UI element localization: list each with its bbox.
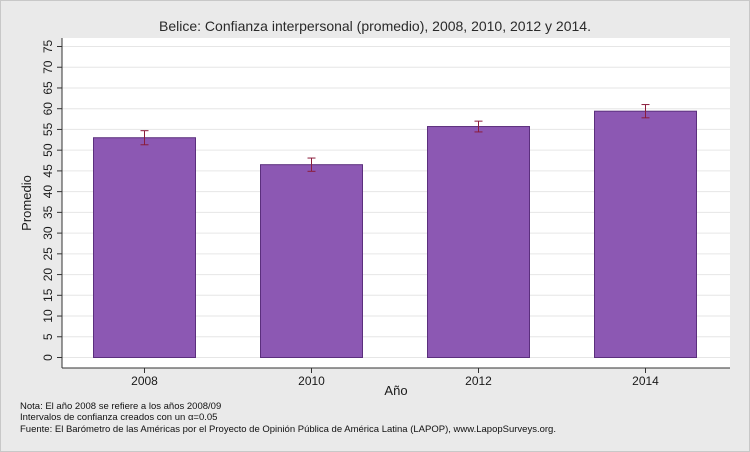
y-tick-label: 65 bbox=[41, 81, 55, 95]
footnote-line: Fuente: El Barómetro de las Américas por… bbox=[20, 423, 556, 435]
y-tick-label: 40 bbox=[41, 185, 55, 199]
y-tick-label: 50 bbox=[41, 143, 55, 157]
y-tick-label: 70 bbox=[41, 60, 55, 74]
y-tick-label: 55 bbox=[41, 122, 55, 136]
y-tick-label: 25 bbox=[41, 247, 55, 261]
bars bbox=[93, 110, 697, 358]
y-tick-label: 75 bbox=[41, 40, 55, 54]
y-tick-label: 45 bbox=[41, 164, 55, 178]
chart-title: Belice: Confianza interpersonal (promedi… bbox=[159, 18, 591, 34]
bar bbox=[427, 126, 530, 358]
x-axis: 2008 2010 2012 2014 bbox=[62, 367, 730, 388]
footnote-line: Nota: El año 2008 se refiere a los años … bbox=[20, 401, 222, 412]
x-tick-label: 2014 bbox=[632, 374, 659, 388]
y-tick-label: 30 bbox=[41, 226, 55, 240]
y-tick-label: 20 bbox=[41, 268, 55, 282]
y-tick-label: 35 bbox=[41, 205, 55, 219]
bar bbox=[594, 110, 697, 358]
y-tick-label: 10 bbox=[41, 309, 55, 323]
x-tick-label: 2008 bbox=[131, 374, 158, 388]
y-tick-label: 15 bbox=[41, 288, 55, 302]
x-axis-label: Año bbox=[384, 383, 407, 398]
y-tick-label: 60 bbox=[41, 102, 55, 116]
bar bbox=[93, 137, 196, 358]
y-tick-label: 5 bbox=[41, 333, 55, 340]
y-tick-label: 0 bbox=[41, 354, 55, 361]
x-tick-label: 2012 bbox=[465, 374, 492, 388]
y-axis: 0 5 10 15 20 25 30 35 40 45 50 55 60 65 70 75 bbox=[41, 38, 63, 368]
y-axis-label: Promedio bbox=[19, 175, 34, 231]
footnotes: Nota: El año 2008 se refiere a los años … bbox=[20, 401, 556, 435]
footnote-line: Intervalos de confianza creados con un α… bbox=[20, 412, 218, 424]
bar bbox=[260, 164, 363, 358]
x-tick-label: 2010 bbox=[298, 374, 325, 388]
error-bars bbox=[140, 104, 650, 172]
